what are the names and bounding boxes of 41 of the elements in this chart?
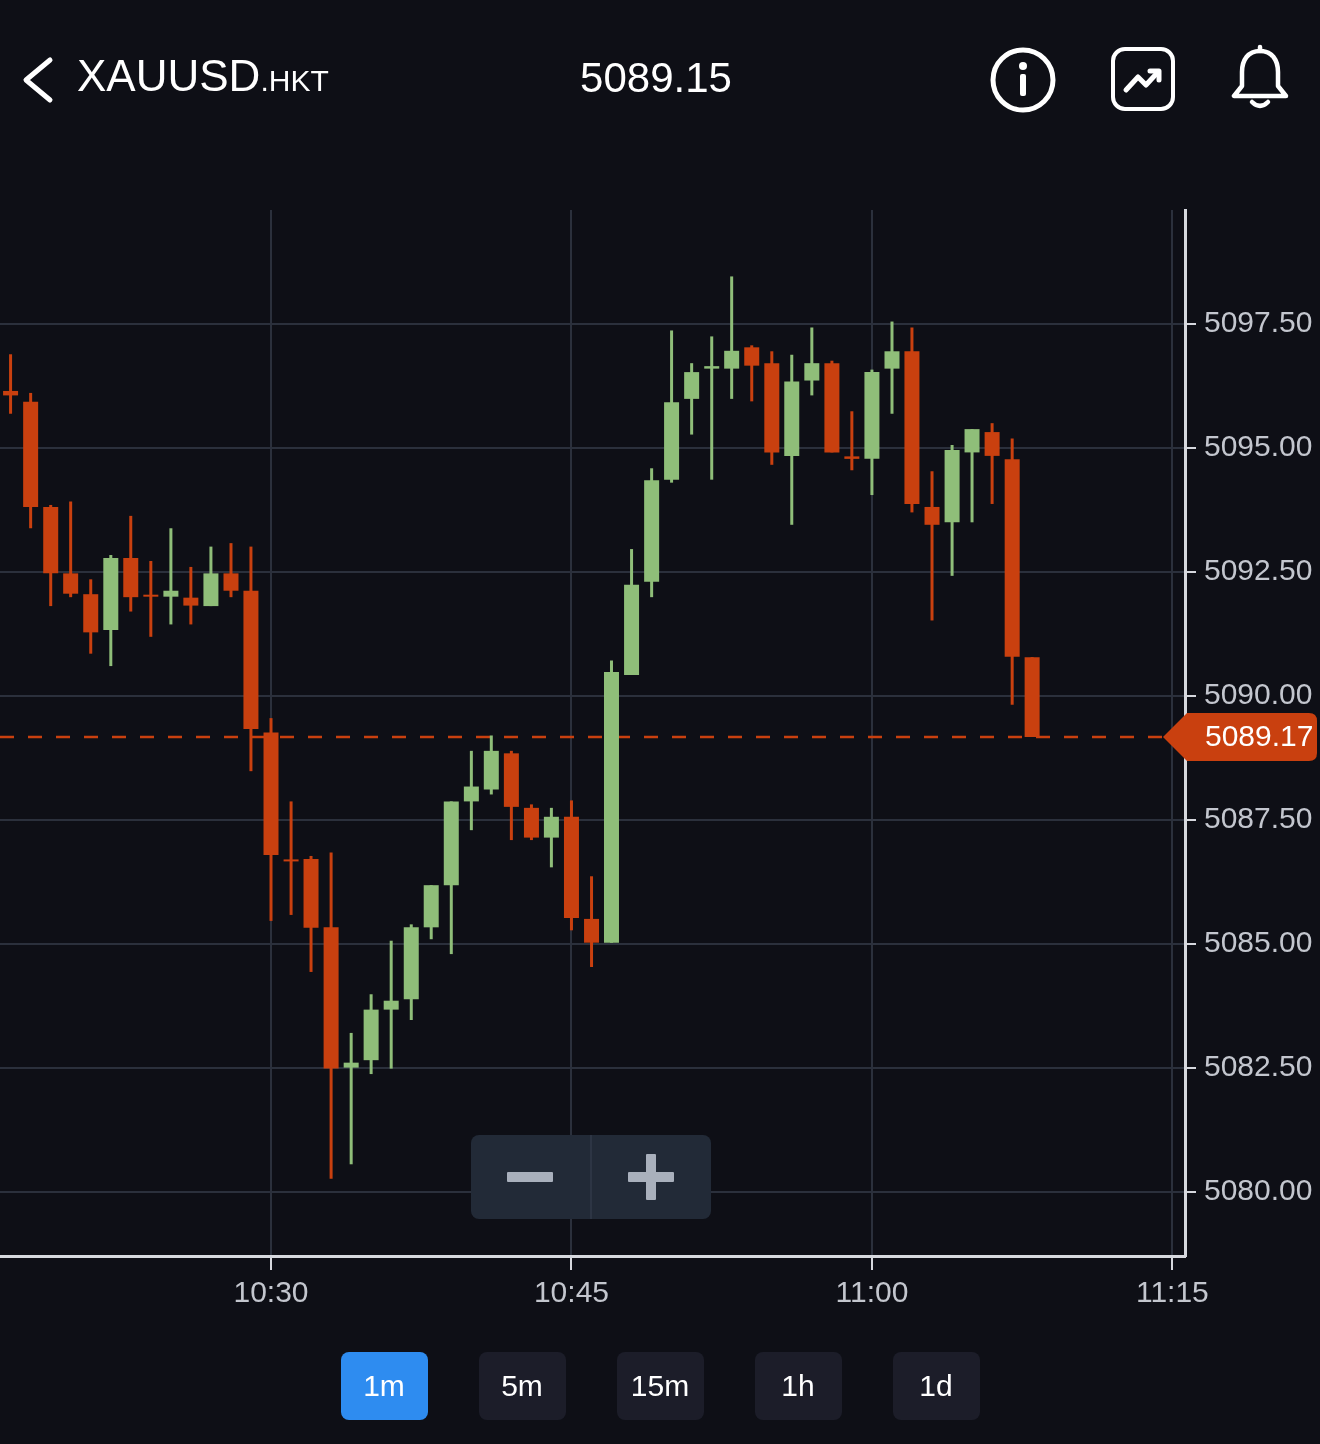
candlestick [984,423,1000,504]
ref-line-label: 5089.17 [1205,719,1314,753]
candlestick [924,471,940,621]
chart-title: XAUUSD.HKT [77,51,329,100]
y-tick-label: 5090.00 [1204,677,1313,711]
candlestick [704,336,720,480]
timeframe-button: 1d [892,1352,980,1420]
timeframe-button: 1h [754,1352,842,1420]
timeframe-button: 5m [478,1352,566,1420]
y-tick-label: 5095.00 [1204,429,1313,463]
candlestick [804,327,820,396]
chart-subtitle: 5089.15 [579,54,733,101]
y-tick-label: 5082.50 [1204,1048,1313,1082]
candlestick [744,345,760,402]
candlestick [163,528,179,625]
x-tick-label: 11:15 [1135,1275,1209,1309]
candlestick [283,801,299,915]
candlestick [584,876,600,967]
candlestick [223,543,239,599]
candlestick [383,940,399,1069]
candlestick [964,429,980,523]
candlestick [724,276,740,399]
candlestick [63,501,79,599]
y-tick-label: 5097.50 [1204,305,1313,339]
x-tick-label: 10:45 [533,1275,610,1309]
candlestick [3,354,19,414]
timeframe-button: 1m [340,1352,428,1420]
timeframe-button: 15m [616,1352,704,1420]
y-tick-label: 5087.50 [1204,801,1313,835]
candlestick [143,560,159,637]
candlestick [343,1031,359,1165]
candlestick [543,806,559,868]
y-tick-label: 5080.00 [1204,1172,1313,1206]
candlestick [463,749,479,832]
candlestick [183,565,199,625]
x-tick-label: 11:00 [835,1275,909,1309]
candlestick [844,411,860,471]
y-tick-label: 5092.50 [1204,553,1313,587]
candlestick [884,321,900,414]
y-tick-label: 5085.00 [1204,924,1313,958]
x-tick-label: 10:30 [233,1275,309,1309]
